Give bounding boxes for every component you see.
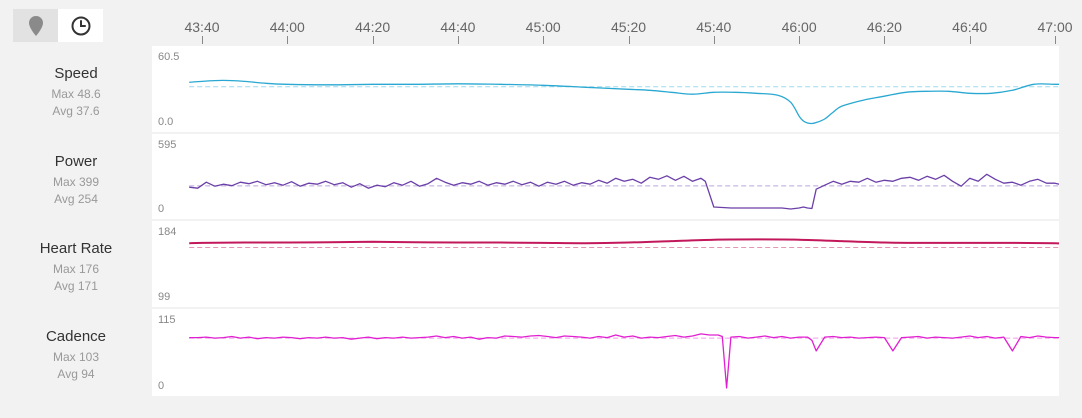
power-right-margin bbox=[1059, 134, 1082, 219]
cadence-plot[interactable]: 115 0 bbox=[152, 309, 1060, 396]
power-max: Max 399 bbox=[52, 175, 100, 189]
speed-panel: Speed Max 48.6 Avg 37.6 60.5 0.0 bbox=[0, 46, 1082, 132]
time-tick-label: 46:40 bbox=[952, 19, 988, 35]
power-y-min-label: 0 bbox=[158, 203, 165, 215]
time-tick-label: 44:20 bbox=[355, 19, 391, 35]
time-tick-label: 46:00 bbox=[781, 19, 817, 35]
power-series-line bbox=[189, 173, 1060, 210]
power-plot[interactable]: 595 0 bbox=[152, 134, 1060, 219]
cadence-y-min-label: 0 bbox=[158, 380, 165, 392]
time-tick-mark bbox=[713, 36, 715, 44]
time-tick-mark bbox=[543, 36, 545, 44]
time-tick-label: 45:40 bbox=[696, 19, 732, 35]
power-y-max-label: 595 bbox=[158, 139, 177, 151]
time-tick-mark bbox=[372, 36, 374, 44]
heart-rate-plot[interactable]: 184 99 bbox=[152, 221, 1061, 307]
time-tick-mark bbox=[202, 36, 203, 44]
cadence-title: Cadence bbox=[45, 328, 107, 345]
speed-avg: Avg 37.6 bbox=[52, 104, 100, 118]
heart-rate-max: Max 176 bbox=[52, 262, 100, 276]
cadence-max: Max 103 bbox=[52, 350, 100, 364]
time-view-button[interactable] bbox=[58, 9, 103, 42]
heart-rate-label-column: Heart Rate Max 176 Avg 171 bbox=[0, 221, 152, 307]
heart-rate-panel: Heart Rate Max 176 Avg 171 184 99 bbox=[0, 221, 1082, 307]
heart-rate-y-min-label: 99 bbox=[158, 291, 171, 303]
speed-right-margin bbox=[1059, 46, 1082, 132]
time-tick-mark bbox=[628, 36, 630, 44]
time-tick-label: 45:20 bbox=[610, 19, 647, 35]
cadence-avg: Avg 94 bbox=[57, 367, 95, 381]
time-tick-label: 43:40 bbox=[184, 19, 220, 35]
time-tick-label: 44:00 bbox=[269, 19, 305, 35]
power-avg: Avg 254 bbox=[54, 192, 98, 206]
heart-rate-series-line bbox=[189, 238, 1061, 245]
time-tick-mark bbox=[799, 36, 801, 44]
map-view-button[interactable] bbox=[13, 9, 58, 42]
time-tick-mark bbox=[884, 36, 886, 44]
power-title: Power bbox=[54, 153, 98, 170]
power-panel: Power Max 399 Avg 254 595 0 bbox=[0, 134, 1082, 219]
clock-icon bbox=[71, 16, 90, 35]
cadence-label-column: Cadence Max 103 Avg 94 bbox=[0, 309, 152, 396]
power-chart bbox=[189, 173, 1060, 210]
power-label-column: Power Max 399 Avg 254 bbox=[0, 134, 152, 219]
speed-y-max-label: 60.5 bbox=[158, 51, 180, 63]
time-tick-label: 46:20 bbox=[866, 19, 902, 35]
time-tick-mark bbox=[287, 36, 289, 44]
time-tick-mark bbox=[457, 36, 459, 44]
heart-rate-chart bbox=[189, 238, 1061, 248]
time-tick-label: 45:00 bbox=[525, 19, 561, 35]
map-pin-icon bbox=[28, 15, 43, 36]
cadence-right-margin bbox=[1059, 309, 1082, 396]
cadence-y-max-label: 115 bbox=[158, 314, 176, 326]
heart-rate-y-max-label: 184 bbox=[158, 226, 177, 238]
heart-rate-avg: Avg 171 bbox=[54, 279, 98, 293]
time-tick-label: 47:00 bbox=[1037, 19, 1073, 35]
heart-rate-title: Heart Rate bbox=[39, 240, 113, 257]
view-toggle bbox=[13, 9, 103, 42]
cadence-series-line bbox=[189, 333, 1060, 389]
cadence-chart bbox=[189, 333, 1060, 389]
heart-rate-right-margin bbox=[1059, 221, 1082, 307]
speed-chart bbox=[189, 79, 1060, 125]
speed-title: Speed bbox=[54, 65, 98, 82]
time-tick-mark bbox=[1055, 36, 1056, 44]
speed-plot[interactable]: 60.5 0.0 bbox=[152, 46, 1060, 132]
time-axis: 43:40 44:00 44:20 44:40 45:00 45:20 45:40 46:00… bbox=[152, 0, 1082, 44]
cadence-panel: Cadence Max 103 Avg 94 115 0 bbox=[0, 309, 1082, 396]
speed-max: Max 48.6 bbox=[51, 87, 101, 101]
time-tick-mark bbox=[969, 36, 971, 44]
speed-series-line bbox=[189, 79, 1060, 125]
speed-label-column: Speed Max 48.6 Avg 37.6 bbox=[0, 46, 152, 132]
time-tick-label: 44:40 bbox=[440, 19, 476, 35]
speed-y-min-label: 0.0 bbox=[158, 116, 174, 128]
